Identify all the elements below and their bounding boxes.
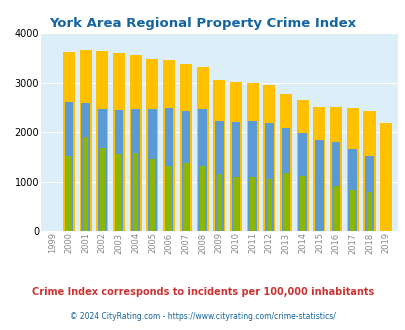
Bar	[314, 141, 323, 231]
Bar	[64, 102, 73, 231]
Bar	[246, 83, 258, 231]
Bar	[283, 173, 288, 231]
Bar	[264, 123, 273, 231]
Bar	[366, 192, 371, 231]
Bar	[216, 174, 222, 231]
Bar	[296, 100, 308, 231]
Bar	[66, 156, 71, 231]
Bar	[281, 128, 290, 231]
Bar	[263, 85, 275, 231]
Bar	[362, 111, 375, 231]
Bar	[63, 52, 75, 231]
Bar	[331, 143, 340, 231]
Bar	[313, 107, 325, 231]
Bar	[248, 121, 256, 231]
Bar	[164, 108, 173, 231]
Bar	[333, 186, 338, 231]
Bar	[233, 177, 238, 231]
Bar	[100, 148, 105, 231]
Text: © 2024 CityRating.com - https://www.cityrating.com/crime-statistics/: © 2024 CityRating.com - https://www.city…	[70, 312, 335, 321]
Bar	[163, 60, 175, 231]
Bar	[266, 179, 271, 231]
Bar	[249, 177, 255, 231]
Bar	[298, 134, 306, 231]
Bar	[329, 107, 341, 231]
Bar	[130, 55, 141, 231]
Bar	[181, 111, 190, 231]
Bar	[199, 166, 205, 231]
Bar	[131, 109, 140, 231]
Bar	[148, 109, 156, 231]
Bar	[198, 109, 207, 231]
Bar	[166, 166, 171, 231]
Bar	[379, 123, 391, 231]
Bar	[115, 110, 123, 231]
Bar	[347, 149, 356, 231]
Bar	[214, 121, 223, 231]
Bar	[113, 53, 125, 231]
Bar	[364, 156, 373, 231]
Bar	[133, 153, 138, 231]
Bar	[83, 137, 88, 231]
Bar	[346, 108, 358, 231]
Bar	[116, 154, 121, 231]
Bar	[149, 159, 155, 231]
Bar	[98, 109, 107, 231]
Bar	[96, 51, 108, 231]
Bar	[299, 176, 305, 231]
Bar	[349, 190, 355, 231]
Bar	[179, 64, 192, 231]
Bar	[213, 80, 225, 231]
Bar	[79, 50, 92, 231]
Bar	[146, 59, 158, 231]
Bar	[231, 122, 240, 231]
Bar	[229, 82, 241, 231]
Bar	[196, 67, 208, 231]
Bar	[81, 103, 90, 231]
Bar	[279, 94, 291, 231]
Text: Crime Index corresponds to incidents per 100,000 inhabitants: Crime Index corresponds to incidents per…	[32, 287, 373, 297]
Text: York Area Regional Property Crime Index: York Area Regional Property Crime Index	[49, 16, 356, 30]
Bar	[183, 163, 188, 231]
